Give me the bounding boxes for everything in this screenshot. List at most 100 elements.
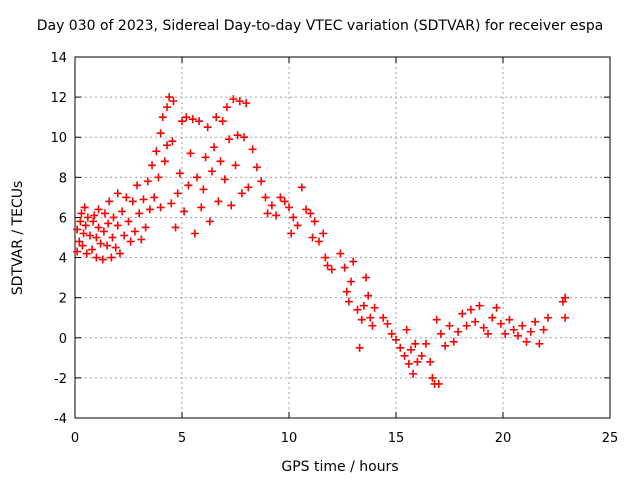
data-point [479,323,488,332]
data-point [148,161,157,170]
data-point [314,237,323,246]
data-point [404,359,413,368]
data-point [272,211,281,220]
data-point [263,209,272,218]
data-point [561,313,570,322]
data-point [242,99,251,108]
points-layer [73,93,570,388]
data-point [421,339,430,348]
data-point [109,213,118,222]
data-point [197,203,206,212]
x-tick-label: 20 [495,431,512,446]
data-point [462,321,471,330]
data-point [154,173,163,182]
data-point [297,183,306,192]
data-point [115,249,124,258]
data-point [280,197,289,206]
data-point [212,113,221,122]
y-tick-label: 2 [59,292,67,307]
data-point [436,329,445,338]
data-point [496,319,505,328]
data-point [133,181,142,190]
data-point [445,321,454,330]
data-point [342,287,351,296]
data-point [302,205,311,214]
data-point [81,221,90,230]
data-point [248,145,257,154]
data-point [413,357,422,366]
data-point [156,203,165,212]
data-point [306,209,315,218]
data-point [163,141,172,150]
data-point [82,249,91,258]
x-tick-label: 25 [602,431,619,446]
data-point [80,203,89,212]
data-point [323,261,332,270]
data-point [214,197,223,206]
data-point [103,241,112,250]
data-point [359,301,368,310]
data-point [349,257,358,266]
data-point [400,351,409,360]
data-point [261,193,270,202]
data-point [501,329,510,338]
data-point [434,379,443,388]
data-point [139,195,148,204]
data-point [143,177,152,186]
data-point [561,293,570,302]
y-tick-label: 12 [50,91,67,106]
data-point [73,225,82,234]
data-point [169,97,178,106]
data-point [368,321,377,330]
data-point [229,95,238,104]
data-point [104,219,113,228]
data-point [195,117,204,126]
data-point [287,229,296,238]
data-point [190,229,199,238]
data-point [186,149,195,158]
data-point [293,221,302,230]
data-point [175,169,184,178]
data-point [428,373,437,382]
data-point [92,253,101,262]
data-point [327,265,336,274]
data-point [231,161,240,170]
y-tick-label: -4 [54,412,67,427]
data-point [509,325,518,334]
data-point [370,303,379,312]
data-point [141,223,150,232]
data-point [99,227,108,236]
data-point [128,197,137,206]
data-point [165,93,174,102]
data-point [488,313,497,322]
data-point [355,343,364,352]
data-point [163,103,172,112]
data-point [182,113,191,122]
data-point [505,315,514,324]
data-point [201,153,210,162]
data-point [441,341,450,350]
data-point [366,313,375,322]
data-point [105,197,114,206]
data-point [454,327,463,336]
data-point [171,223,180,232]
data-point [180,207,189,216]
data-point [150,193,159,202]
data-point [458,309,467,318]
data-point [475,301,484,310]
data-point [188,115,197,124]
data-point [135,209,144,218]
data-point [344,297,353,306]
data-point [336,249,345,258]
y-tick-label: 0 [59,332,67,347]
data-point [98,255,107,264]
data-point [449,337,458,346]
data-point [88,245,97,254]
data-point [199,185,208,194]
x-tick-label: 15 [388,431,405,446]
data-point [357,315,366,324]
data-point [218,117,227,126]
data-point [484,329,493,338]
chart-title: Day 030 of 2023, Sidereal Day-to-day VTE… [36,18,604,34]
